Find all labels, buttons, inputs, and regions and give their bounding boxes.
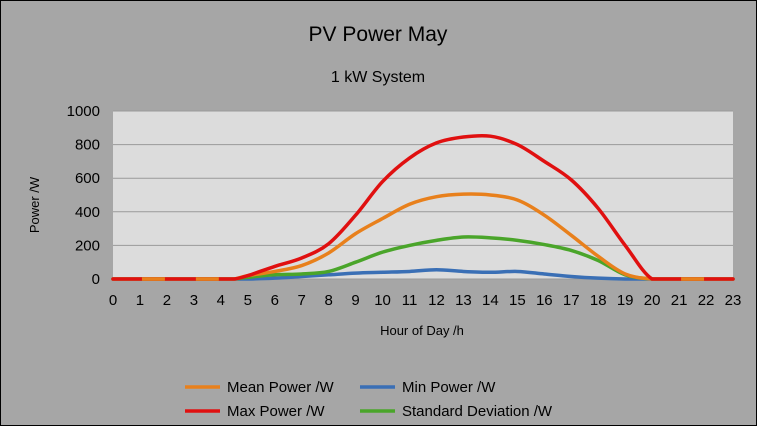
x-tick-label: 11 bbox=[402, 292, 418, 309]
x-tick-label: 4 bbox=[217, 292, 225, 309]
legend-item: Max Power /W bbox=[185, 403, 325, 420]
legend-item: Mean Power /W bbox=[185, 379, 335, 396]
x-tick-label: 22 bbox=[698, 292, 715, 309]
y-tick-label: 1000 bbox=[67, 103, 100, 120]
x-tick-label: 15 bbox=[509, 292, 526, 309]
plot-area bbox=[113, 111, 733, 279]
legend-item: Min Power /W bbox=[360, 379, 496, 396]
series-line-2 bbox=[111, 133, 735, 281]
chart-subtitle: 1 kW System bbox=[331, 69, 425, 86]
x-tick-label: 23 bbox=[725, 292, 742, 309]
x-tick-label: 7 bbox=[298, 292, 306, 309]
y-tick-label: 600 bbox=[75, 170, 100, 187]
x-tick-label: 14 bbox=[482, 292, 499, 309]
x-tick-label: 21 bbox=[671, 292, 688, 309]
x-tick-label: 19 bbox=[617, 292, 634, 309]
x-tick-label: 8 bbox=[324, 292, 332, 309]
legend-label: Max Power /W bbox=[227, 403, 325, 420]
x-tick-label: 17 bbox=[563, 292, 580, 309]
x-tick-label: 9 bbox=[351, 292, 359, 309]
y-axis-ticks: 0 200 400 600 800 1000 bbox=[67, 103, 100, 288]
legend-label: Standard Deviation /W bbox=[402, 403, 553, 420]
x-tick-label: 2 bbox=[163, 292, 171, 309]
legend-label: Min Power /W bbox=[402, 379, 496, 396]
legend: Mean Power /W Min Power /W Max Power /W Sta… bbox=[185, 379, 553, 420]
x-axis-label: Hour of Day /h bbox=[380, 323, 464, 338]
x-tick-label: 10 bbox=[374, 292, 391, 309]
series-lines bbox=[111, 133, 735, 281]
legend-item: Standard Deviation /W bbox=[360, 403, 553, 420]
chart-title: PV Power May bbox=[309, 23, 448, 46]
legend-label: Mean Power /W bbox=[227, 379, 335, 396]
x-axis-ticks: 0 1 2 3 4 5 6 7 8 9 10 11 12 13 14 15 16 17 18 19 20 21 22 23 bbox=[109, 292, 742, 309]
x-tick-label: 6 bbox=[271, 292, 279, 309]
x-tick-label: 12 bbox=[428, 292, 445, 309]
x-tick-label: 16 bbox=[536, 292, 553, 309]
x-tick-label: 20 bbox=[644, 292, 661, 309]
x-tick-label: 13 bbox=[455, 292, 472, 309]
y-tick-label: 0 bbox=[92, 271, 100, 288]
y-tick-label: 800 bbox=[75, 137, 100, 154]
x-tick-label: 3 bbox=[190, 292, 198, 309]
x-tick-label: 5 bbox=[244, 292, 252, 309]
x-tick-label: 18 bbox=[590, 292, 607, 309]
x-tick-label: 1 bbox=[136, 292, 144, 309]
y-tick-label: 400 bbox=[75, 204, 100, 221]
x-tick-label: 0 bbox=[109, 292, 117, 309]
y-axis-label: Power /W bbox=[27, 176, 42, 233]
y-tick-label: 200 bbox=[75, 237, 100, 254]
